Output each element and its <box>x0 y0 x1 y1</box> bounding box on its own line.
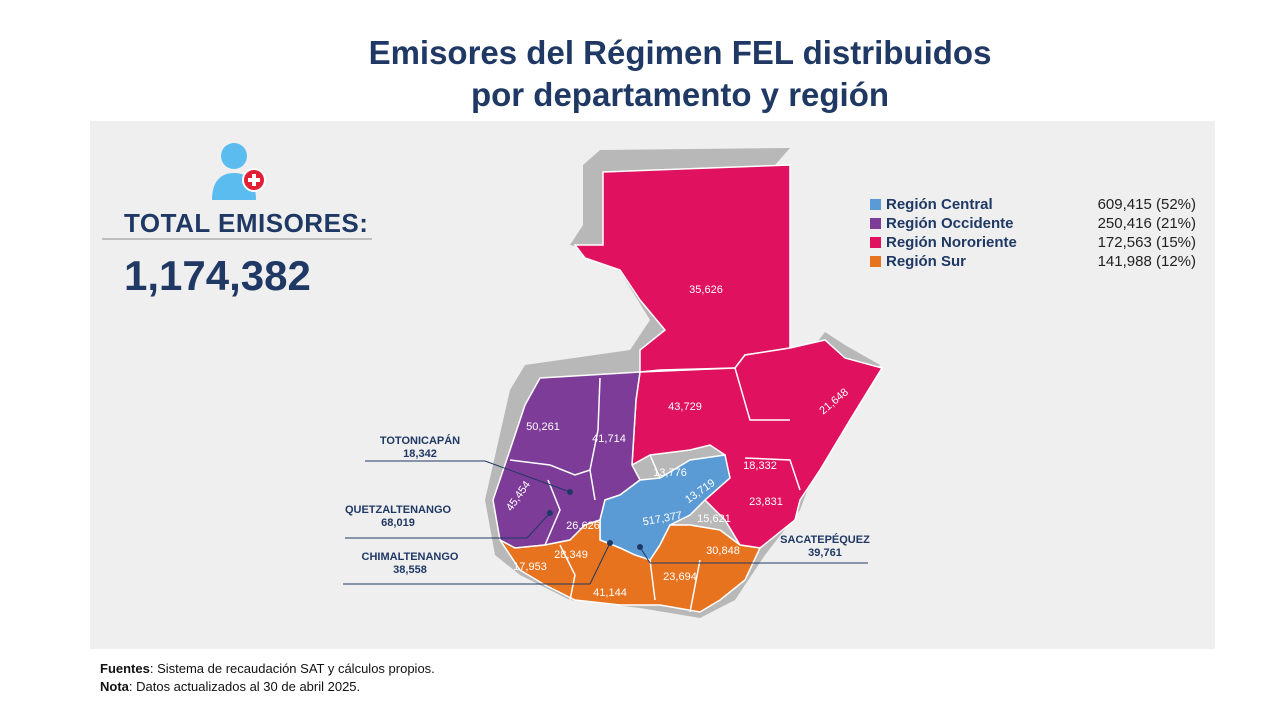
legend-item-central: Región Central 609,415 (52%) <box>870 196 1200 215</box>
data-note: Nota: Datos actualizados al 30 de abril … <box>100 678 435 696</box>
callout-sacatepequez: SACATEPÉQUEZ 39,761 <box>770 534 880 560</box>
legend-name: Región Nororiente <box>886 234 1017 251</box>
region-peten <box>573 164 791 373</box>
callout-name: QUETZALTENANGO <box>344 504 452 516</box>
label-jutiapa: 30,848 <box>706 545 740 557</box>
legend-name: Región Sur <box>886 253 967 270</box>
legend-item-occidente: Región Occidente 250,416 (21%) <box>870 215 1200 234</box>
callout-value: 68,019 <box>381 517 415 529</box>
label-chiquimula: 23,831 <box>749 496 783 508</box>
callout-value: 38,558 <box>393 564 427 576</box>
note-text: : Datos actualizados al 30 de abril 2025… <box>128 679 361 694</box>
legend-swatch-sur <box>870 256 881 267</box>
legend-item-nororiente: Región Nororiente 172,563 (15%) <box>870 234 1200 253</box>
label-solola: 26,626 <box>566 520 600 532</box>
legend-value: 250,416 (21%) <box>1097 215 1196 232</box>
callout-value: 18,342 <box>403 448 437 460</box>
sources-note: Fuentes: Sistema de recaudación SAT y cá… <box>100 660 435 678</box>
label-suchitepequez: 28,349 <box>554 549 588 561</box>
total-value: 1,174,382 <box>124 252 311 299</box>
label-quiche: 41,714 <box>592 433 626 445</box>
label-alta-verapaz: 43,729 <box>668 401 702 413</box>
sources-label: Fuentes <box>100 661 150 676</box>
label-retalhuleu: 17,953 <box>513 561 547 573</box>
sources-text: : Sistema de recaudación SAT y cálculos … <box>149 661 435 676</box>
callout-quetzaltenango: QUETZALTENANGO 68,019 <box>338 504 458 530</box>
title-line-1: Emisores del Régimen FEL distribuidos <box>368 34 992 71</box>
total-divider <box>102 238 372 240</box>
legend-swatch-central <box>870 199 881 210</box>
callout-leaders <box>343 460 868 585</box>
legend-value: 172,563 (15%) <box>1097 234 1196 251</box>
label-santa-rosa: 23,694 <box>663 571 697 583</box>
title-line-2: por departamento y región <box>470 76 890 113</box>
total-label: TOTAL EMISORES: <box>124 208 369 238</box>
user-add-icon <box>212 143 266 200</box>
callout-chimaltenango: CHIMALTENANGO 38,558 <box>350 551 470 577</box>
label-baja-verapaz: 13,776 <box>653 467 687 479</box>
callout-value: 39,761 <box>808 547 842 559</box>
label-huehuetenango: 50,261 <box>526 421 560 433</box>
legend-swatch-nororiente <box>870 237 881 248</box>
page-title: Emisores del Régimen FEL distribuidos po… <box>260 32 1100 116</box>
callout-name: TOTONICAPÁN <box>379 435 461 447</box>
legend-value: 609,415 (52%) <box>1097 196 1196 213</box>
legend-name: Región Occidente <box>886 215 1014 232</box>
legend-name: Región Central <box>886 196 993 213</box>
legend-swatch-occidente <box>870 218 881 229</box>
legend: Región Central 609,415 (52%) Región Occi… <box>870 196 1200 272</box>
callout-totonicapan: TOTONICAPÁN 18,342 <box>365 435 475 461</box>
note-label: Nota <box>100 679 129 694</box>
label-zacapa: 18,332 <box>743 460 777 472</box>
callout-name: CHIMALTENANGO <box>361 551 459 563</box>
label-jalapa: 15,621 <box>697 513 731 525</box>
callout-name: SACATEPÉQUEZ <box>780 534 870 546</box>
footnotes: Fuentes: Sistema de recaudación SAT y cá… <box>100 660 435 696</box>
label-escuintla: 41,144 <box>593 587 627 599</box>
legend-item-sur: Región Sur 141,988 (12%) <box>870 253 1200 272</box>
department-borders <box>509 367 801 613</box>
label-peten: 35,626 <box>689 284 723 296</box>
legend-value: 141,988 (12%) <box>1097 253 1196 270</box>
